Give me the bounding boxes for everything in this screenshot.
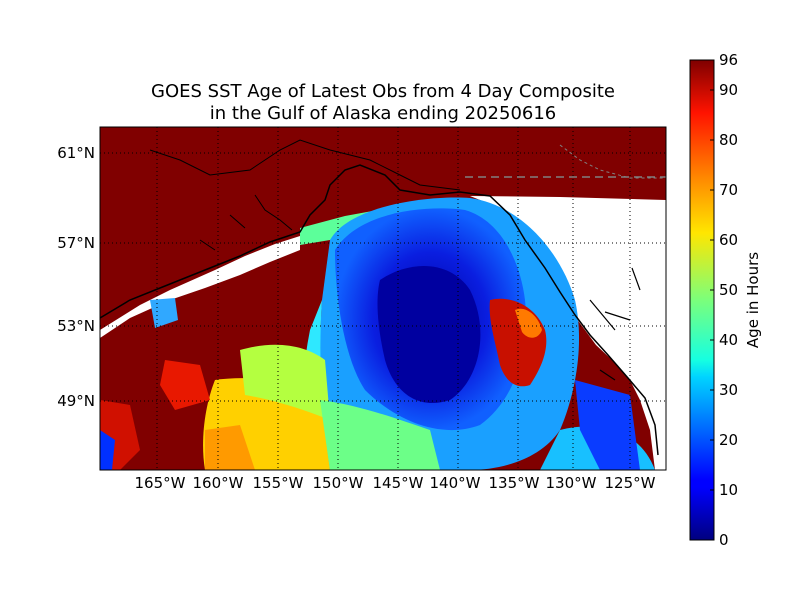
lat-label-57: 57°N [57,234,95,252]
coastline-islands-east [589,267,641,381]
lat-label-61: 61°N [57,144,95,162]
colorbar-tick-label-60: 60 [719,231,738,249]
swath-green-south [320,400,440,470]
coastline-alaska [100,164,659,456]
chart-title-line1: GOES SST Age of Latest Obs from 4 Day Co… [151,81,615,102]
colorbar-tick-label-10: 10 [719,481,738,499]
swath-blue-bottom-left [100,430,115,470]
colorbar-tick-label-90: 90 [719,81,738,99]
lon-label-130w: 130°W [546,474,597,492]
colorbar-tick-label-70: 70 [719,181,738,199]
colorbar-tick-label-80: 80 [719,131,738,149]
lon-label-165w: 165°W [135,474,186,492]
lon-label-135w: 135°W [489,474,540,492]
swath-orange-east [515,308,542,338]
map-frame [99,126,667,471]
colorbar-ticks: 0 10 20 30 40 50 60 70 80 90 96 [710,51,738,549]
land-mainland-east [470,196,666,470]
lon-label-150w: 150°W [313,474,364,492]
swath-cyan-patch-west [150,298,178,328]
swath-red-patch-west [160,360,210,410]
swath-dark-core [377,266,481,404]
lat-label-53: 53°N [57,317,95,335]
colorbar-tick-label-50: 50 [719,281,738,299]
chart-title-line2: in the Gulf of Alaska ending 20250616 [209,103,557,124]
colorbar-tick-label-0: 0 [719,531,729,549]
colorbar-tick-label-40: 40 [719,331,738,349]
lat-label-49: 49°N [57,392,95,410]
colorbar-gradient [689,59,715,541]
coastline-inlets [199,194,293,251]
lon-label-155w: 155°W [253,474,304,492]
border-interior [559,144,666,179]
lon-label-160w: 160°W [193,474,244,492]
swath-green-southwest [240,344,330,420]
land-alaska-peninsula [100,236,300,338]
colorbar-label: Age in Hours [744,252,762,348]
swath-blue-southeast [575,380,640,470]
map-plot-area [100,127,666,470]
colorbar-tick-label-30: 30 [719,381,738,399]
colorbar-tick-label-96: 96 [719,51,738,69]
coastline-north [149,139,461,191]
lon-label-125w: 125°W [605,474,656,492]
lon-label-140w: 140°W [430,474,481,492]
colorbar-tick-label-20: 20 [719,431,738,449]
swath-orange-south [205,425,255,470]
lon-label-145w: 145°W [373,474,424,492]
colorbar: 0 10 20 30 40 50 60 70 80 90 96 Age in Hours [689,51,762,549]
